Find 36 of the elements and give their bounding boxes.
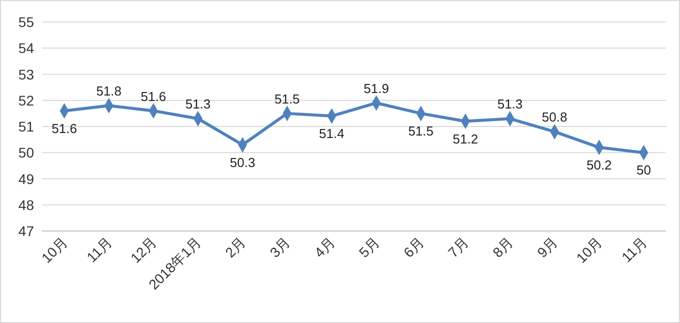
x-tick-label: 11月 bbox=[83, 234, 115, 266]
data-label: 50.3 bbox=[230, 154, 256, 170]
x-tick-label: 7月 bbox=[444, 234, 472, 261]
data-label: 51.5 bbox=[274, 91, 300, 106]
data-label: 51.6 bbox=[140, 88, 166, 104]
data-label: 51.8 bbox=[96, 84, 122, 99]
data-label: 50.2 bbox=[586, 157, 612, 172]
data-label: 51.3 bbox=[185, 96, 211, 112]
x-tick-label: 8月 bbox=[489, 234, 516, 261]
data-label: 51.2 bbox=[452, 131, 478, 146]
data-label: 51.9 bbox=[364, 80, 389, 96]
data-label: 51.6 bbox=[52, 120, 77, 136]
y-tick-label: 48 bbox=[18, 196, 34, 213]
x-tick-label: 6月 bbox=[400, 234, 427, 261]
y-tick-label: 54 bbox=[18, 40, 34, 56]
y-tick-label: 55 bbox=[18, 14, 34, 30]
x-tick-label: 3月 bbox=[266, 234, 294, 261]
x-tick-label: 2月 bbox=[222, 234, 249, 261]
x-tick-label: 9月 bbox=[534, 234, 561, 261]
data-label: 50.8 bbox=[542, 110, 568, 125]
x-tick-label: 10月 bbox=[573, 234, 606, 266]
data-label: 50 bbox=[636, 162, 651, 178]
y-tick-label: 50 bbox=[18, 144, 34, 161]
y-tick-label: 53 bbox=[18, 66, 34, 82]
data-label: 51.3 bbox=[497, 96, 523, 112]
x-tick-label: 11月 bbox=[618, 234, 650, 266]
x-tick-label: 4月 bbox=[311, 234, 338, 261]
data-label: 51.5 bbox=[408, 123, 434, 138]
y-tick-label: 47 bbox=[18, 223, 34, 239]
data-label: 51.4 bbox=[319, 126, 344, 142]
x-tick-label: 5月 bbox=[356, 234, 382, 261]
y-tick-label: 52 bbox=[18, 92, 34, 108]
y-tick-label: 49 bbox=[18, 170, 34, 187]
x-tick-label: 12月 bbox=[127, 234, 160, 266]
y-tick-label: 51 bbox=[18, 118, 34, 134]
x-tick-label: 10月 bbox=[38, 234, 70, 266]
